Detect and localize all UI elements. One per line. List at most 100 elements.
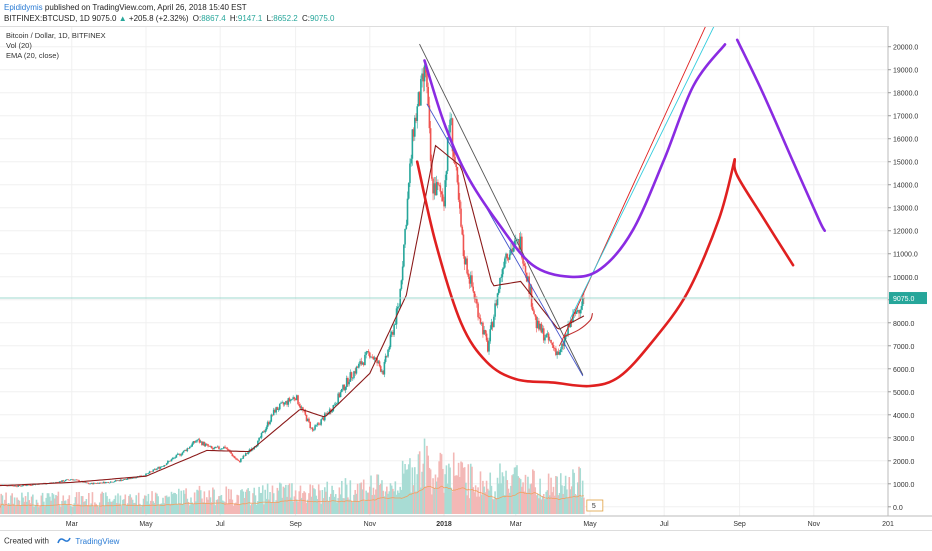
candle-body bbox=[17, 485, 20, 487]
ema-path bbox=[0, 144, 585, 487]
candle-body bbox=[115, 480, 118, 481]
volume-bar bbox=[463, 467, 466, 514]
volume-bar bbox=[313, 488, 315, 514]
candle-body bbox=[223, 446, 225, 449]
candle-body bbox=[382, 370, 384, 375]
volume-bar bbox=[94, 502, 96, 514]
volume-bar bbox=[185, 488, 187, 514]
volume-bar bbox=[440, 454, 443, 514]
candle-body bbox=[305, 414, 308, 422]
volume-bar bbox=[53, 498, 56, 514]
volume-bar bbox=[570, 486, 573, 514]
volume-bar bbox=[254, 495, 257, 514]
candle-body bbox=[547, 333, 550, 341]
candle-body bbox=[154, 469, 157, 470]
volume-bar bbox=[529, 484, 532, 514]
volume-bar bbox=[399, 486, 402, 514]
volume-bar bbox=[532, 469, 534, 514]
candle-body bbox=[317, 423, 320, 425]
candle-body bbox=[387, 349, 389, 357]
volume-bar bbox=[221, 500, 224, 514]
volume-bar bbox=[575, 495, 578, 514]
candle-body bbox=[32, 484, 34, 486]
volume-bar bbox=[317, 484, 320, 514]
volume-bar bbox=[468, 498, 471, 514]
volume-bar bbox=[55, 494, 57, 514]
volume-bar bbox=[377, 474, 380, 514]
volume-bar bbox=[471, 466, 473, 514]
volume-bar bbox=[567, 497, 569, 514]
candle-body bbox=[431, 160, 433, 179]
candle-body bbox=[84, 481, 86, 483]
candle-body bbox=[420, 79, 422, 106]
volume-bar bbox=[555, 476, 557, 514]
volume-bar bbox=[334, 494, 337, 514]
volume-bar bbox=[153, 502, 156, 514]
candle-body bbox=[355, 366, 358, 374]
volume-bar bbox=[255, 504, 258, 514]
volume-bar bbox=[205, 497, 208, 514]
volume-bar bbox=[477, 487, 479, 514]
volume-bar bbox=[437, 477, 439, 514]
volume-bar bbox=[310, 496, 313, 514]
volume-bar bbox=[21, 492, 23, 514]
volume-bar bbox=[13, 497, 16, 514]
tradingview-brand-link[interactable]: TradingView bbox=[75, 536, 120, 546]
candle-body bbox=[257, 440, 259, 446]
candle-body bbox=[559, 349, 562, 353]
volume-bar bbox=[201, 498, 203, 514]
candle-body bbox=[205, 443, 208, 445]
candle-body bbox=[140, 475, 142, 477]
candle-body bbox=[129, 477, 131, 480]
volume-bar bbox=[280, 483, 282, 514]
candle-body bbox=[167, 461, 169, 464]
projection-line-red bbox=[559, 23, 708, 347]
candle-body bbox=[156, 468, 158, 470]
volume-bar bbox=[73, 503, 76, 514]
volume-bar bbox=[527, 476, 529, 514]
candle-body bbox=[72, 479, 74, 481]
candle-body bbox=[499, 278, 501, 290]
candle-body bbox=[362, 362, 365, 366]
volume-bar bbox=[83, 501, 85, 514]
volume-bar bbox=[270, 502, 273, 514]
candle-body bbox=[296, 395, 298, 401]
volume-bar bbox=[291, 483, 293, 514]
candle-body bbox=[288, 398, 291, 402]
volume-bar bbox=[66, 504, 68, 514]
candle-body bbox=[182, 450, 185, 453]
volume-bar bbox=[342, 498, 344, 514]
volume-bar bbox=[344, 478, 347, 514]
candle-body bbox=[91, 482, 94, 485]
volume-bar bbox=[417, 454, 420, 514]
candle-body bbox=[410, 158, 412, 164]
candle-body bbox=[66, 479, 68, 481]
volume-bar bbox=[25, 501, 28, 514]
volume-bar bbox=[27, 492, 29, 514]
volume-bar bbox=[580, 497, 583, 514]
candle-body bbox=[96, 482, 99, 484]
candle-body bbox=[173, 457, 175, 459]
candle-body bbox=[349, 372, 352, 382]
volume-bar bbox=[486, 488, 489, 514]
volume-bar bbox=[321, 490, 324, 514]
volume-bar bbox=[152, 501, 155, 514]
candle-body bbox=[523, 263, 526, 266]
candle-body bbox=[57, 482, 60, 483]
chart-frame[interactable]: 5 0.0 1000.0 2000.0 3000.0 4000.0 5000.0 6000.… bbox=[0, 23, 932, 530]
volume-bar bbox=[581, 480, 584, 514]
candle-body bbox=[276, 407, 279, 410]
candle-body bbox=[489, 329, 492, 342]
candle-body bbox=[345, 377, 348, 388]
published-text: published on TradingView.com, April 26, … bbox=[44, 3, 247, 12]
price-chart[interactable]: 5 0.0 1000.0 2000.0 3000.0 4000.0 5000.0 6000.… bbox=[0, 23, 932, 530]
volume-bar bbox=[231, 499, 234, 514]
candle-body bbox=[434, 183, 437, 196]
volume-bar bbox=[136, 505, 139, 514]
volume-bar bbox=[469, 463, 472, 514]
author-link[interactable]: Epididymis bbox=[4, 3, 43, 12]
candle-body bbox=[541, 328, 544, 333]
volume-bar bbox=[282, 486, 285, 514]
y-tick-label: 20000.0 bbox=[893, 45, 918, 52]
volume-bar bbox=[337, 498, 339, 514]
